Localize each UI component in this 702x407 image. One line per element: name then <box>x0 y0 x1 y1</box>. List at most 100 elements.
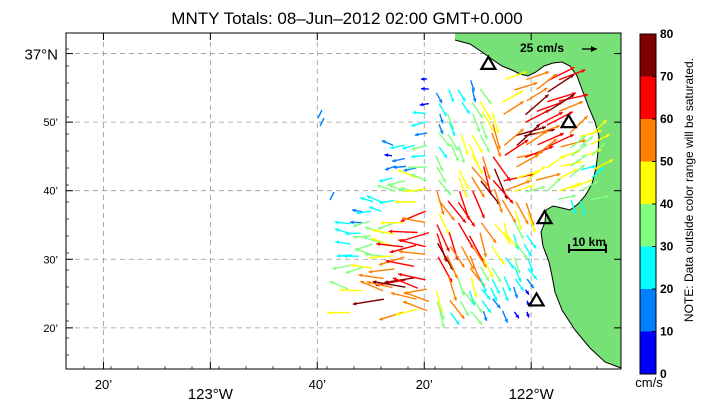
current-vector <box>516 123 541 147</box>
current-vector <box>492 156 511 182</box>
current-vector-head <box>376 242 380 247</box>
current-vector-head <box>438 99 443 104</box>
current-vector <box>448 276 457 302</box>
current-vector <box>516 153 540 168</box>
current-vector-head <box>473 293 478 298</box>
colorbar-note: NOTE: Data outside color range will be s… <box>682 58 696 322</box>
current-vector <box>471 245 487 268</box>
current-vector-head <box>510 264 515 269</box>
current-vector-head <box>522 71 527 75</box>
current-vector-head <box>390 291 395 296</box>
current-vector-head <box>350 220 354 225</box>
current-vector-head <box>483 288 487 293</box>
current-vector <box>471 154 484 175</box>
current-vector <box>504 232 519 250</box>
current-vector-head <box>528 252 532 257</box>
current-vector <box>350 264 373 269</box>
current-vector-head <box>336 253 341 258</box>
current-vector-head <box>388 229 393 234</box>
current-vector-head <box>329 280 334 285</box>
current-vector <box>492 179 514 204</box>
current-vector-head <box>581 139 586 143</box>
current-vector-head <box>451 131 456 136</box>
current-vector-head <box>421 77 425 81</box>
colorbar-segment <box>640 246 656 289</box>
current-vector <box>389 244 417 254</box>
current-vector <box>536 101 564 113</box>
current-vector <box>398 250 426 255</box>
current-vector-head <box>419 102 424 107</box>
current-vector <box>352 298 385 305</box>
current-vector-head <box>440 210 445 215</box>
current-vector-head <box>368 269 373 274</box>
current-vector-head <box>378 262 383 266</box>
radar-stations <box>479 54 578 307</box>
current-vector-head <box>608 159 613 163</box>
current-vector <box>503 128 525 146</box>
current-vector-head <box>497 152 502 157</box>
scale-arrow-label: 25 cm/s <box>520 41 564 55</box>
current-vector <box>468 235 485 262</box>
current-vector <box>479 232 487 258</box>
current-vector-head <box>556 178 561 183</box>
current-vector-head <box>504 318 508 323</box>
current-vector <box>504 71 527 81</box>
current-vector <box>460 134 469 156</box>
current-vector <box>481 111 495 132</box>
current-vector <box>329 191 335 201</box>
current-vector <box>493 188 503 213</box>
current-vector-head <box>350 263 355 268</box>
current-vector <box>503 100 525 115</box>
current-vector <box>569 115 589 134</box>
current-vector-head <box>583 143 587 148</box>
current-vector <box>395 308 418 316</box>
current-vector-head <box>519 234 524 239</box>
current-vector-head <box>369 255 374 260</box>
current-vector-head <box>398 249 403 254</box>
current-vector-head <box>411 173 416 178</box>
current-vector-head <box>377 225 382 230</box>
colorbar-tick-label-3: 30 <box>660 240 674 254</box>
current-vector-head <box>515 314 519 319</box>
current-vector-head <box>395 312 400 316</box>
current-vector-head <box>384 153 389 158</box>
current-vector <box>501 199 517 224</box>
current-vector <box>359 280 384 292</box>
current-vector <box>438 213 450 235</box>
current-vector-head <box>353 235 357 239</box>
land-area <box>455 33 621 369</box>
current-vector <box>526 71 550 81</box>
current-vector <box>548 133 575 147</box>
current-vector <box>580 129 602 138</box>
current-vector-head <box>584 93 588 98</box>
current-vector-head <box>334 228 339 232</box>
current-vector-head <box>483 317 488 321</box>
current-vector-head <box>509 199 514 204</box>
current-vector-head <box>371 237 376 242</box>
current-vector-head <box>446 230 450 235</box>
current-vector <box>398 239 426 248</box>
lon-label-0: 20’ <box>95 377 112 392</box>
current-vector-head <box>443 154 448 159</box>
current-vector-head <box>533 275 537 280</box>
current-vector-head <box>472 98 477 103</box>
current-vector-head <box>552 139 557 143</box>
current-vector-head <box>439 167 444 172</box>
current-vector <box>590 119 608 136</box>
current-vector <box>558 93 589 102</box>
current-vector-head <box>483 253 488 258</box>
current-vector-head <box>353 223 357 227</box>
current-vector-head <box>360 280 365 285</box>
current-vector-head <box>443 112 447 117</box>
current-vector-head <box>394 199 398 204</box>
current-vector <box>492 123 501 150</box>
current-vector-head <box>327 310 331 315</box>
current-vector-head <box>463 193 468 198</box>
current-vector-head <box>478 308 483 313</box>
current-vector-head <box>455 157 459 162</box>
current-vector <box>593 158 614 171</box>
current-vector-head <box>492 239 497 243</box>
current-vector-head <box>559 132 564 137</box>
current-vector-head <box>332 266 337 271</box>
current-vector-head <box>384 280 389 284</box>
